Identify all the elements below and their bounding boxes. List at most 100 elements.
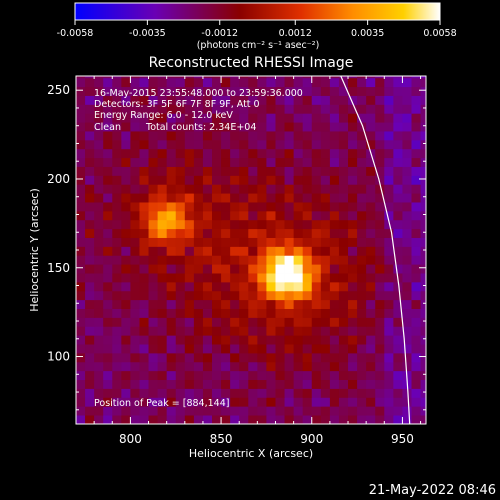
heatmap-cell <box>103 379 113 389</box>
heatmap-cell <box>157 219 168 230</box>
heatmap-cell <box>166 379 177 389</box>
heatmap-cell <box>239 86 249 96</box>
heatmap-cell <box>166 175 177 185</box>
heatmap-cell <box>266 219 276 230</box>
heatmap-cell <box>239 193 249 203</box>
heatmap-cell <box>393 175 403 185</box>
heatmap-cell <box>348 86 358 96</box>
heatmap-cell <box>202 148 213 159</box>
heatmap-cell <box>357 379 367 389</box>
heatmap-cell <box>375 352 385 363</box>
heatmap-cell <box>166 361 177 372</box>
heatmap-cell <box>257 193 267 203</box>
heatmap-cell <box>239 326 249 336</box>
heatmap-cell <box>375 273 385 283</box>
heatmap-cell <box>275 290 285 301</box>
heatmap-cell <box>76 86 86 96</box>
heatmap-cell <box>221 131 231 141</box>
heatmap-cell <box>184 406 195 416</box>
heatmap-cell <box>311 290 322 301</box>
heatmap-cell <box>193 86 204 96</box>
heatmap-cell <box>121 95 131 105</box>
heatmap-cell <box>357 104 367 114</box>
heatmap-cell <box>193 219 204 230</box>
heatmap-cell <box>375 86 385 96</box>
heatmap-cell <box>384 131 394 141</box>
heatmap-cell <box>239 122 249 132</box>
heatmap-cell <box>239 255 249 265</box>
heatmap-cell <box>112 317 122 327</box>
heatmap-cell <box>184 352 195 363</box>
heatmap-cell <box>329 193 340 203</box>
heatmap-cell <box>366 237 376 247</box>
heatmap-cell <box>184 95 195 105</box>
heatmap-cell <box>311 317 322 327</box>
heatmap-cell <box>420 95 426 105</box>
heatmap-cell <box>284 122 295 132</box>
heatmap-cell <box>302 104 313 114</box>
heatmap-cell <box>302 335 313 345</box>
heatmap-cell <box>293 122 304 132</box>
heatmap-cell <box>366 219 376 230</box>
heatmap-cell <box>293 388 304 398</box>
heatmap-cell <box>393 255 403 265</box>
heatmap-cell <box>175 237 186 247</box>
heatmap-cell <box>402 77 412 88</box>
heatmap-cell <box>420 344 426 354</box>
heatmap-cell <box>139 228 149 238</box>
heatmap-cell <box>157 352 168 363</box>
heatmap-cell <box>193 210 204 221</box>
heatmap-cell <box>184 246 195 256</box>
heatmap-cell <box>320 264 331 274</box>
heatmap-cell <box>103 397 113 407</box>
heatmap-cell <box>420 139 426 150</box>
heatmap-cell <box>175 415 186 424</box>
heatmap-cell <box>366 166 376 176</box>
heatmap-cell <box>384 264 394 274</box>
heatmap-cell <box>357 406 367 416</box>
heatmap-cell <box>384 148 394 159</box>
heatmap-cell <box>193 370 204 381</box>
heatmap-cell <box>248 264 258 274</box>
heatmap-cell <box>320 166 331 176</box>
heatmap-cell <box>103 122 113 132</box>
heatmap-cell <box>230 273 240 283</box>
heatmap-cell <box>257 352 267 363</box>
heatmap-cell <box>239 228 249 238</box>
heatmap-cell <box>338 317 349 327</box>
heatmap-cell <box>139 326 149 336</box>
heatmap-cell <box>239 361 249 372</box>
heatmap-cell <box>139 157 149 167</box>
heatmap-cell <box>212 335 222 345</box>
heatmap-cell <box>248 335 258 345</box>
heatmap-cell <box>366 175 376 185</box>
heatmap-cell <box>393 335 403 345</box>
heatmap-cell <box>311 77 322 88</box>
heatmap-cell <box>402 397 412 407</box>
heatmap-cell <box>112 281 122 292</box>
heatmap-cell <box>202 273 213 283</box>
heatmap-cell <box>221 175 231 185</box>
heatmap-cell <box>338 175 349 185</box>
heatmap-cell <box>384 273 394 283</box>
heatmap-cell <box>257 86 267 96</box>
heatmap-cell <box>85 246 95 256</box>
heatmap-cell <box>148 210 159 221</box>
x-tick-label: 850 <box>210 432 233 446</box>
heatmap-cell <box>311 139 322 150</box>
heatmap-cell <box>130 335 140 345</box>
heatmap-cell <box>329 184 340 194</box>
heatmap-cell <box>130 264 140 274</box>
heatmap-cell <box>202 175 213 185</box>
heatmap-cell <box>293 166 304 176</box>
heatmap-cell <box>275 255 285 265</box>
heatmap-cell <box>302 148 313 159</box>
heatmap-cell <box>166 95 177 105</box>
heatmap-cell <box>248 317 258 327</box>
heatmap-cell <box>184 122 195 132</box>
heatmap-cell <box>193 77 204 88</box>
heatmap-cell <box>184 388 195 398</box>
heatmap-cell <box>411 86 421 96</box>
heatmap-cell <box>348 139 358 150</box>
heatmap-cell <box>375 388 385 398</box>
